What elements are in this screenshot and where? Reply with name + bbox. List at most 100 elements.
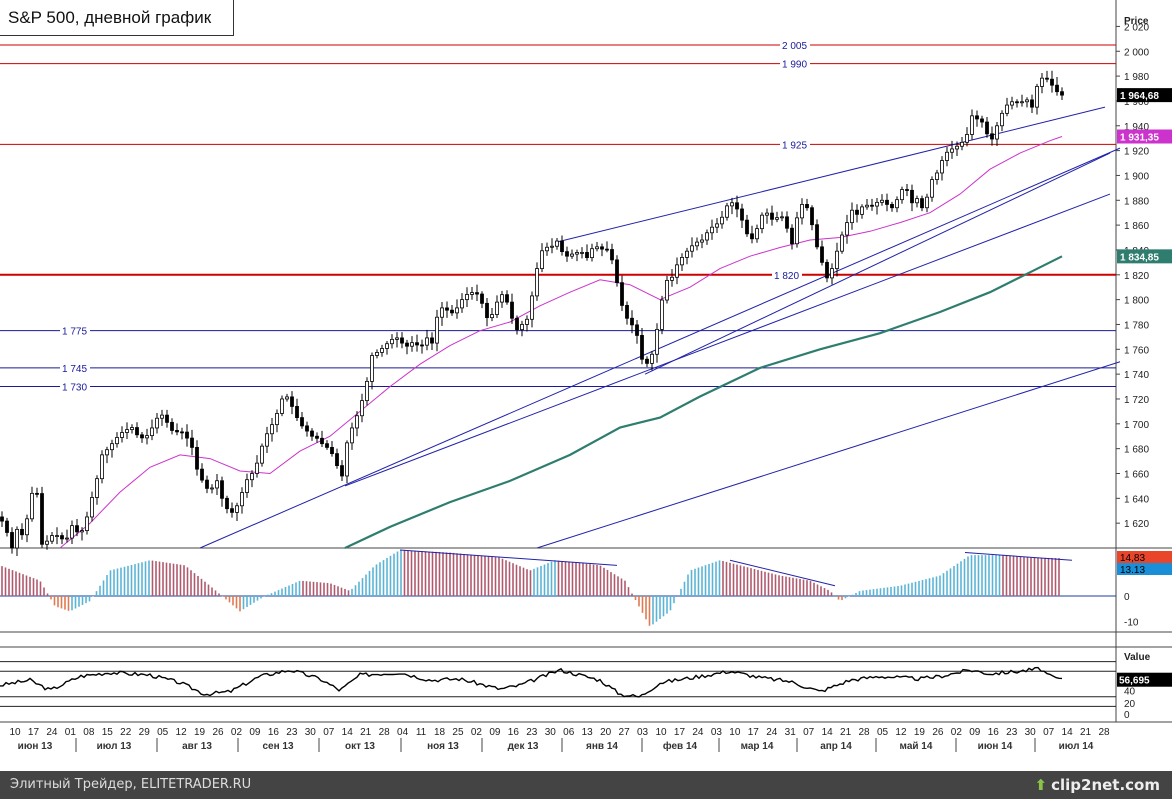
x-tick-label: 12 (895, 727, 907, 738)
candle-body (270, 424, 274, 435)
x-tick-label: 18 (434, 727, 446, 738)
x-tick-label: 05 (157, 727, 169, 738)
candle-body (1060, 91, 1064, 96)
x-tick-label: 19 (914, 727, 926, 738)
candle-body (965, 134, 969, 143)
osc-tag-label: 56,695 (1119, 676, 1150, 687)
candle-body (970, 115, 974, 135)
x-tick-label: 28 (379, 727, 391, 738)
candle-body (475, 292, 479, 295)
candle-body (440, 307, 444, 318)
candle-body (740, 208, 744, 221)
candle-body (1035, 86, 1039, 108)
candle-body (10, 532, 14, 549)
osc-tick-label: 20 (1124, 699, 1136, 710)
candle-body (500, 294, 504, 303)
watermark: ⬆ clip2net.com (1035, 771, 1160, 799)
x-tick-label: 11 (416, 727, 427, 738)
candle-body (250, 473, 254, 481)
x-tick-label: 08 (83, 727, 95, 738)
price-tick-label: 1 880 (1124, 196, 1149, 207)
candle-body (645, 358, 649, 364)
x-tick-label: 04 (397, 727, 409, 738)
candle-body (1000, 112, 1004, 127)
month-label: июл 13 (97, 741, 132, 752)
candle-body (85, 516, 89, 532)
level-label-1745: 1 745 (62, 364, 87, 375)
candle-body (945, 151, 949, 161)
candle-body (145, 435, 149, 439)
candle-body (815, 224, 819, 248)
candle-body (425, 337, 429, 346)
x-tick-label: 07 (803, 727, 815, 738)
x-tick-label: 23 (286, 727, 298, 738)
level-label-bg (780, 39, 810, 52)
ma-long-line (344, 255, 1063, 549)
x-tick-label: 16 (268, 727, 280, 738)
candle-body (665, 279, 669, 301)
x-tick-label: 03 (637, 727, 649, 738)
candle-body (860, 206, 864, 215)
candle-body (215, 480, 219, 489)
candle-body (940, 160, 944, 174)
x-tick-label: 03 (711, 727, 723, 738)
candle-body (640, 335, 644, 360)
candle-body (295, 406, 299, 419)
candle-body (430, 337, 434, 344)
candle-body (5, 520, 9, 533)
price-tick-label: 1 620 (1124, 519, 1149, 530)
candle-body (1020, 101, 1024, 104)
candle-body (840, 234, 844, 252)
x-tick-label: 14 (342, 727, 354, 738)
month-label: дек 13 (508, 741, 539, 752)
x-tick-label: 19 (194, 727, 206, 738)
price-tick-label: 1 980 (1124, 72, 1149, 83)
candle-body (260, 445, 264, 464)
candle-body (775, 217, 779, 220)
ma-short-line (59, 136, 1063, 549)
candle-body (930, 179, 934, 198)
candle-body (910, 189, 914, 204)
x-tick-label: 30 (545, 727, 557, 738)
x-tick-label: 22 (120, 727, 132, 738)
candle-body (330, 447, 334, 455)
candle-body (210, 487, 214, 490)
candle-body (880, 199, 884, 203)
x-tick-label: 06 (563, 727, 575, 738)
candle-body (730, 202, 734, 207)
x-tick-label: 26 (212, 727, 224, 738)
x-tick-label: 21 (1080, 727, 1092, 738)
candle-body (235, 505, 239, 513)
price-tick-label: 1 800 (1124, 296, 1149, 307)
candle-body (125, 429, 129, 433)
x-tick-label: 14 (1062, 727, 1074, 738)
candle-body (105, 449, 109, 456)
candle-body (35, 492, 39, 495)
level-label-1775: 1 775 (62, 327, 87, 338)
candle-body (265, 433, 269, 447)
candle-body (120, 432, 124, 438)
candle-body (180, 431, 184, 434)
x-tick-label: 29 (139, 727, 151, 738)
candle-body (380, 348, 384, 353)
candlesticks (0, 70, 1064, 556)
candle-body (735, 202, 739, 210)
macd-divergence-line (964, 552, 1073, 561)
candle-body (140, 434, 144, 439)
candle-body (750, 233, 754, 240)
candle-body (355, 415, 359, 429)
x-tick-label: 02 (951, 727, 963, 738)
level-label-1990: 1 990 (782, 60, 807, 71)
x-tick-label: 27 (619, 727, 631, 738)
candle-body (625, 305, 629, 319)
price-tag-bg (1117, 88, 1172, 103)
candle-body (535, 268, 539, 297)
candle-body (920, 198, 924, 209)
candle-body (280, 398, 284, 414)
level-label-bg (60, 361, 90, 374)
osc-tick-label: 40 (1124, 686, 1136, 697)
candle-body (670, 276, 674, 281)
candle-body (165, 414, 169, 423)
x-tick-label: 25 (452, 727, 464, 738)
candle-body (445, 307, 449, 311)
